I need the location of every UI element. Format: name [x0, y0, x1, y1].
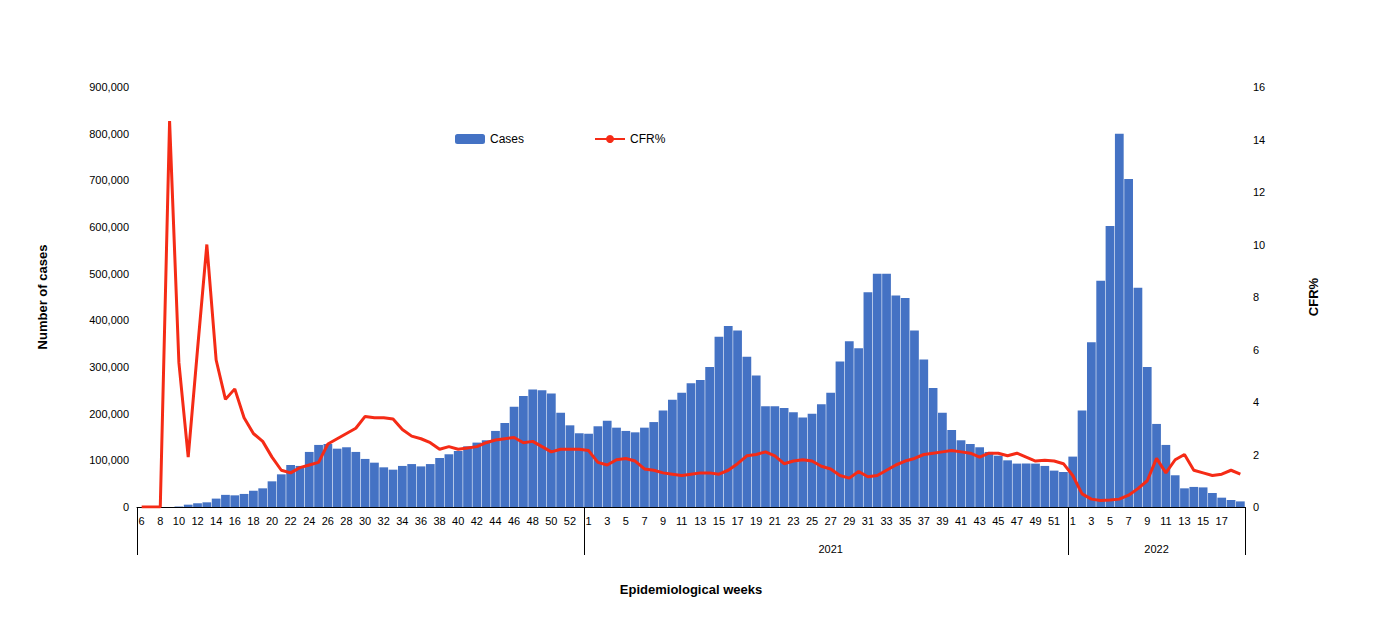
svg-text:43: 43 [974, 515, 986, 527]
svg-text:300,000: 300,000 [89, 361, 129, 373]
svg-text:0: 0 [1253, 501, 1259, 513]
svg-text:52: 52 [564, 515, 576, 527]
svg-text:200,000: 200,000 [89, 408, 129, 420]
svg-text:15: 15 [1197, 515, 1209, 527]
svg-text:41: 41 [955, 515, 967, 527]
svg-text:400,000: 400,000 [89, 314, 129, 326]
svg-text:11: 11 [1160, 515, 1171, 527]
svg-text:5: 5 [623, 515, 629, 527]
svg-text:7: 7 [1126, 515, 1132, 527]
svg-text:51: 51 [1048, 515, 1060, 527]
svg-text:CFR%: CFR% [630, 132, 666, 146]
svg-text:7: 7 [641, 515, 647, 527]
svg-text:6: 6 [139, 515, 145, 527]
svg-text:35: 35 [899, 515, 911, 527]
svg-text:Cases: Cases [490, 132, 524, 146]
svg-text:21: 21 [769, 515, 781, 527]
svg-text:11: 11 [676, 515, 687, 527]
svg-text:45: 45 [992, 515, 1004, 527]
svg-text:13: 13 [1178, 515, 1190, 527]
svg-text:2: 2 [1253, 449, 1259, 461]
svg-text:5: 5 [1107, 515, 1113, 527]
svg-text:Number of cases: Number of cases [35, 245, 50, 350]
svg-text:27: 27 [825, 515, 837, 527]
svg-text:29: 29 [843, 515, 855, 527]
svg-text:1: 1 [586, 515, 592, 527]
svg-text:37: 37 [918, 515, 930, 527]
svg-text:18: 18 [247, 515, 259, 527]
svg-text:34: 34 [396, 515, 408, 527]
svg-text:28: 28 [340, 515, 352, 527]
svg-text:30: 30 [359, 515, 371, 527]
svg-text:8: 8 [157, 515, 163, 527]
svg-text:10: 10 [1253, 239, 1265, 251]
svg-text:CFR%: CFR% [1306, 277, 1321, 316]
svg-text:6: 6 [1253, 344, 1259, 356]
svg-text:100,000: 100,000 [89, 454, 129, 466]
svg-text:600,000: 600,000 [89, 221, 129, 233]
svg-text:42: 42 [471, 515, 483, 527]
svg-text:12: 12 [191, 515, 203, 527]
svg-text:38: 38 [433, 515, 445, 527]
svg-text:14: 14 [1253, 134, 1265, 146]
svg-text:16: 16 [229, 515, 241, 527]
svg-text:13: 13 [694, 515, 706, 527]
svg-text:22: 22 [285, 515, 297, 527]
svg-text:40: 40 [452, 515, 464, 527]
svg-text:0: 0 [123, 501, 129, 513]
svg-text:2021: 2021 [818, 543, 842, 555]
svg-text:8: 8 [1253, 291, 1259, 303]
svg-text:20: 20 [266, 515, 278, 527]
svg-text:19: 19 [750, 515, 762, 527]
svg-text:3: 3 [604, 515, 610, 527]
svg-text:44: 44 [489, 515, 501, 527]
svg-text:31: 31 [862, 515, 874, 527]
svg-text:36: 36 [415, 515, 427, 527]
svg-text:46: 46 [508, 515, 520, 527]
svg-text:900,000: 900,000 [89, 81, 129, 93]
svg-text:39: 39 [936, 515, 948, 527]
svg-text:700,000: 700,000 [89, 174, 129, 186]
svg-text:800,000: 800,000 [89, 128, 129, 140]
svg-text:26: 26 [322, 515, 334, 527]
svg-text:2022: 2022 [1144, 543, 1168, 555]
svg-text:32: 32 [378, 515, 390, 527]
svg-text:17: 17 [731, 515, 743, 527]
svg-text:48: 48 [527, 515, 539, 527]
svg-text:10: 10 [173, 515, 185, 527]
svg-text:4: 4 [1253, 396, 1259, 408]
svg-text:12: 12 [1253, 186, 1265, 198]
svg-text:24: 24 [303, 515, 315, 527]
svg-text:17: 17 [1216, 515, 1228, 527]
svg-text:15: 15 [713, 515, 725, 527]
svg-text:16: 16 [1253, 81, 1265, 93]
svg-text:49: 49 [1029, 515, 1041, 527]
svg-text:Epidemiological weeks: Epidemiological weeks [620, 582, 762, 597]
svg-text:33: 33 [880, 515, 892, 527]
svg-text:3: 3 [1088, 515, 1094, 527]
svg-text:500,000: 500,000 [89, 268, 129, 280]
svg-text:9: 9 [660, 515, 666, 527]
svg-text:14: 14 [210, 515, 222, 527]
svg-text:47: 47 [1011, 515, 1023, 527]
svg-text:1: 1 [1070, 515, 1076, 527]
svg-text:23: 23 [787, 515, 799, 527]
svg-text:9: 9 [1144, 515, 1150, 527]
svg-text:25: 25 [806, 515, 818, 527]
svg-text:50: 50 [545, 515, 557, 527]
